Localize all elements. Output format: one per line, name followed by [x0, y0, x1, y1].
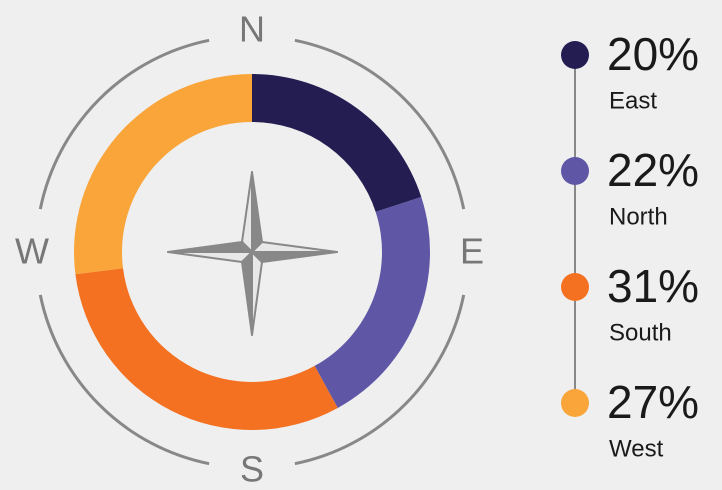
compass-north: N [239, 9, 265, 50]
legend-value: 20% [607, 28, 699, 80]
star-facet [167, 251, 253, 263]
donut-segment [314, 196, 430, 408]
compass-south: S [240, 449, 264, 490]
legend-label: West [609, 435, 664, 462]
legend-value: 22% [607, 144, 699, 196]
compass-star [167, 171, 338, 336]
donut-segment [75, 268, 338, 430]
star-facet [251, 241, 338, 253]
ring-arc [38, 38, 210, 210]
ring-arc [294, 294, 466, 466]
compass-east: E [460, 231, 484, 272]
legend-marker [561, 273, 589, 301]
legend-marker [561, 389, 589, 417]
legend-value: 31% [607, 260, 699, 312]
donut [73, 74, 430, 430]
compass-ring [38, 38, 466, 466]
compass-west: W [15, 231, 49, 272]
legend-label: North [609, 203, 668, 230]
legend: 20% East 22% North 31% South 27% West [561, 28, 699, 462]
donut-segment [252, 74, 422, 212]
ring-arc [38, 294, 210, 466]
legend-label: East [609, 87, 657, 114]
legend-value: 27% [607, 376, 699, 428]
legend-label: South [609, 319, 672, 346]
legend-marker [561, 41, 589, 69]
legend-marker [561, 157, 589, 185]
ring-arc [294, 38, 466, 210]
donut-segment [73, 74, 252, 275]
